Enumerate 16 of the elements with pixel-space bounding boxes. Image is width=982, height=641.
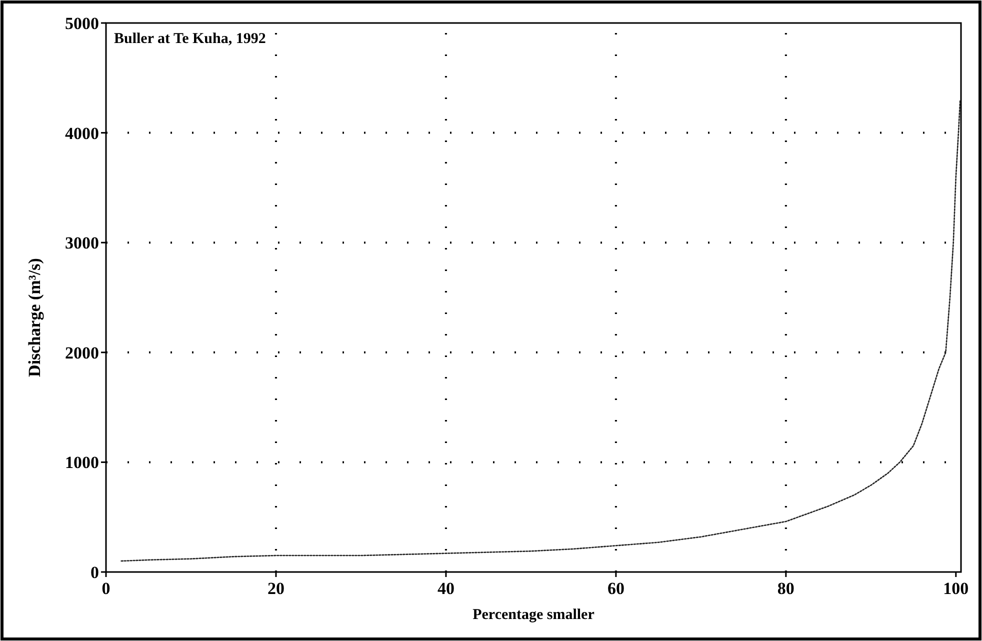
x-tick-label: 60 (607, 579, 624, 598)
y-tick-label: 2000 (65, 343, 99, 362)
x-tick-label: 40 (437, 579, 454, 598)
y-tick-label: 3000 (65, 234, 99, 253)
line-series (120, 99, 961, 562)
y-axis-title: Discharge (m³/s) (25, 258, 44, 377)
y-tick-label: 0 (90, 562, 99, 582)
x-tick-label: 0 (102, 579, 110, 598)
x-tick-label: 100 (943, 579, 969, 598)
text: Buller at Te Kuha, 1992 (114, 31, 266, 47)
y-tick-label: 5000 (65, 14, 99, 33)
x-tick-label: 80 (777, 579, 794, 598)
x-axis-title: Percentage smaller (472, 607, 595, 623)
x-tick-label: 20 (267, 579, 284, 598)
y-tick-label: 1000 (65, 453, 99, 472)
y-tick-label: 4000 (65, 124, 99, 143)
